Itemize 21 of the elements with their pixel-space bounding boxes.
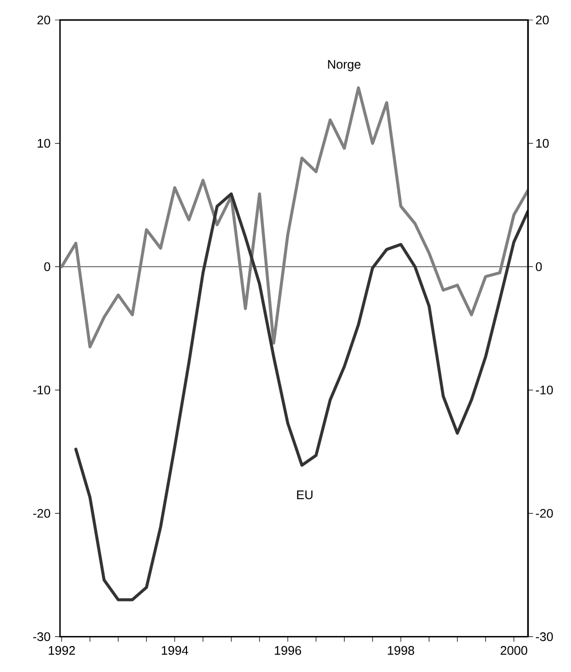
y2-tick-label: 10 [38, 138, 50, 148]
y2-tick-label: -20 [33, 508, 50, 518]
x-tick-label: 1998 [388, 646, 414, 655]
x-tick-label: 1996 [274, 646, 302, 655]
y-tick-label: -20 [536, 508, 553, 518]
y2-tick-label: 0 [44, 262, 50, 272]
y-tick-label: 20 [536, 16, 549, 24]
line-series [74, 192, 528, 602]
y2-tick-label: -30 [33, 632, 50, 642]
annotation: Norge [328, 60, 360, 72]
y-tick-label: 10 [536, 138, 549, 148]
y-tick-label: -30 [536, 632, 553, 642]
line-series [60, 86, 528, 348]
x-tick-label: 1992 [48, 646, 75, 655]
y-tick-label: -10 [536, 386, 553, 394]
x-tick-label: 2000 [500, 646, 528, 655]
y-tick-label: 0 [536, 262, 542, 272]
y2-tick-label: -10 [33, 386, 50, 394]
y2-tick-label: 20 [37, 16, 50, 24]
x-tick-label: 1994 [162, 646, 188, 655]
annotation: EU [297, 490, 312, 500]
